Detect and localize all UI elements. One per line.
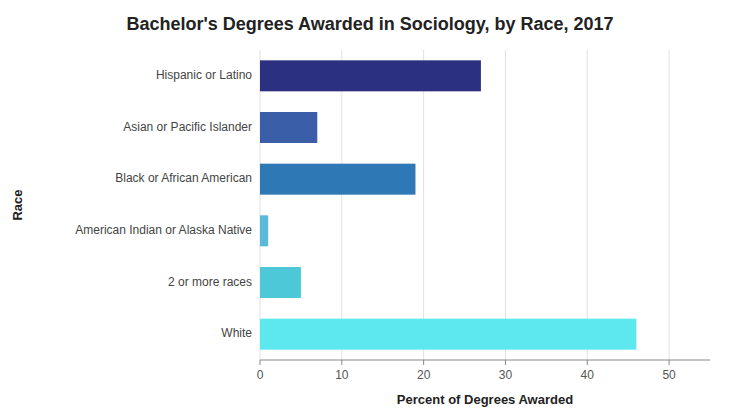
category-label: Hispanic or Latino — [156, 68, 252, 82]
tick-label: 40 — [581, 368, 595, 382]
grid-line — [669, 50, 670, 360]
x-axis: 0 10 20 30 40 50 — [257, 360, 710, 382]
category-label: White — [221, 326, 252, 340]
bar — [260, 112, 317, 143]
chart-svg: Bachelor's Degrees Awarded in Sociology,… — [0, 0, 740, 416]
chart-container: Bachelor's Degrees Awarded in Sociology,… — [0, 0, 740, 416]
category-label: American Indian or Alaska Native — [75, 223, 252, 237]
tick-mark — [669, 360, 670, 365]
tick-label: 0 — [257, 368, 264, 382]
y-axis-label: Race — [10, 189, 25, 220]
bar — [260, 267, 301, 298]
tick-label: 30 — [499, 368, 513, 382]
tick-mark — [423, 360, 424, 365]
tick-mark — [260, 360, 261, 365]
grid-line — [587, 50, 588, 360]
grid-line — [341, 50, 342, 360]
grid-line — [423, 50, 424, 360]
bar — [260, 60, 481, 91]
grid-line — [505, 50, 506, 360]
category-label: Black or African American — [115, 171, 252, 185]
tick-label: 20 — [417, 368, 431, 382]
title: Bachelor's Degrees Awarded in Sociology,… — [126, 14, 613, 34]
y-axis: White 2 or more races American Indian or A… — [75, 68, 252, 340]
grid — [260, 50, 669, 360]
tick-mark — [587, 360, 588, 365]
bars — [260, 60, 636, 349]
category-label: Asian or Pacific Islander — [123, 120, 252, 134]
bar — [260, 164, 415, 195]
x-axis-line — [260, 360, 710, 361]
bar — [260, 319, 636, 350]
grid-line — [260, 50, 261, 360]
tick-mark — [341, 360, 342, 365]
tick-mark — [505, 360, 506, 365]
tick-label: 10 — [335, 368, 349, 382]
tick-label: 50 — [662, 368, 676, 382]
category-label: 2 or more races — [168, 275, 252, 289]
x-axis-label: Percent of Degrees Awarded — [397, 392, 573, 407]
bar — [260, 215, 268, 246]
